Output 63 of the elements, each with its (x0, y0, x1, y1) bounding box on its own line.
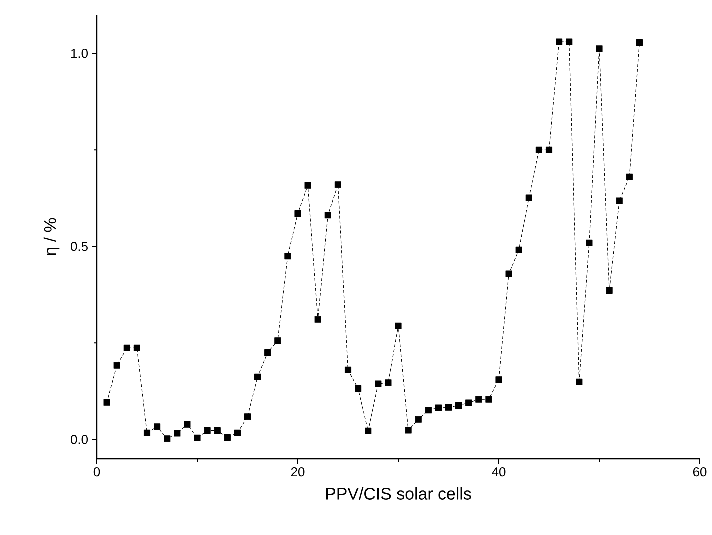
point (456, 402, 462, 410)
x-axis-title: PPV/CIS solar cells (326, 488, 472, 500)
point (124, 344, 130, 352)
point (596, 46, 603, 52)
point (294, 210, 302, 218)
x-tick-label: 40 (492, 468, 506, 477)
point (606, 287, 613, 294)
point (435, 404, 442, 412)
point (496, 376, 502, 384)
point (194, 434, 201, 442)
point (395, 322, 402, 330)
point (144, 430, 151, 436)
point (204, 428, 211, 434)
point (626, 174, 633, 180)
point (546, 146, 553, 154)
point (385, 380, 392, 386)
point (636, 40, 643, 46)
point (114, 362, 120, 369)
point (184, 421, 191, 428)
point (355, 385, 362, 392)
point (104, 399, 110, 406)
point (174, 430, 181, 437)
point (476, 396, 482, 403)
point (466, 400, 472, 406)
point (375, 380, 382, 388)
y-tick-label: 1.0 (71, 49, 88, 58)
point (486, 396, 492, 403)
point (365, 428, 372, 434)
point (616, 198, 623, 204)
point (576, 378, 583, 386)
y-axis-title: η / % (44, 218, 60, 256)
point (425, 407, 432, 414)
point (134, 344, 140, 352)
point (405, 427, 412, 434)
point (516, 246, 522, 254)
point (526, 194, 532, 202)
point (164, 436, 171, 442)
point (304, 182, 312, 189)
point (324, 212, 332, 219)
point (586, 240, 593, 246)
point (415, 416, 422, 423)
point (264, 350, 272, 356)
point (566, 38, 573, 46)
point (334, 182, 342, 188)
point (314, 316, 322, 323)
point (244, 414, 252, 420)
point (556, 38, 563, 46)
y-tick-label: 0.0 (70, 435, 88, 444)
point (536, 146, 542, 154)
point (154, 424, 161, 430)
y-tick-label: 0.5 (70, 242, 88, 252)
x-tick-label: 60 (693, 468, 707, 477)
point (214, 428, 221, 434)
x-tick-label: 0 (94, 468, 100, 477)
point (344, 366, 352, 374)
point (234, 430, 241, 436)
point (284, 253, 292, 260)
x-tick-label: 20 (291, 468, 305, 477)
point (274, 338, 282, 344)
point (254, 374, 262, 380)
point (506, 270, 512, 278)
point (445, 404, 452, 411)
point (224, 434, 231, 442)
